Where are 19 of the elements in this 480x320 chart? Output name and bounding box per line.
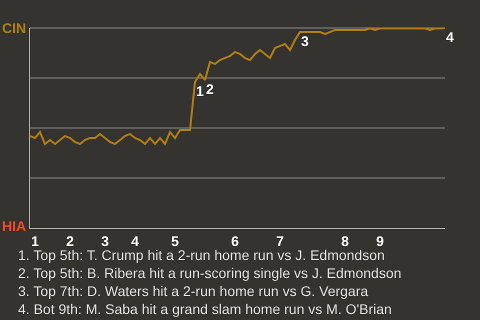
x-tick-label: 6 <box>231 232 240 249</box>
text: CIN <box>2 20 26 36</box>
text: 2. Top 5th: B. Ribera hit a run-scoring single vs J. Edmondson <box>18 265 402 281</box>
x-tick-label: 9 <box>376 232 384 249</box>
text: 1. Top 5th: T. Crump hit a 2-run home run vs J. Edmondson <box>18 247 385 263</box>
annotation: 1 <box>196 83 204 99</box>
annotation: 3 <box>301 33 309 49</box>
x-tick-label: 4 <box>131 232 140 249</box>
text: 3. Top 7th: D. Waters hit a 2-run home run vs G. Vergara <box>18 283 368 299</box>
annotation: 2 <box>206 81 214 97</box>
x-tick-label: 8 <box>341 232 350 249</box>
x-tick-label: 3 <box>101 232 110 249</box>
x-tick-label: 5 <box>171 232 180 249</box>
x-tick-label: 7 <box>276 232 284 249</box>
x-tick-label: 1 <box>31 232 40 249</box>
x-tick-label: 2 <box>66 232 74 249</box>
annotation: 4 <box>446 29 454 45</box>
text: HIA <box>2 218 26 234</box>
text: 4. Bot 9th: M. Saba hit a grand slam home run vs M. O'Brian <box>18 301 392 317</box>
